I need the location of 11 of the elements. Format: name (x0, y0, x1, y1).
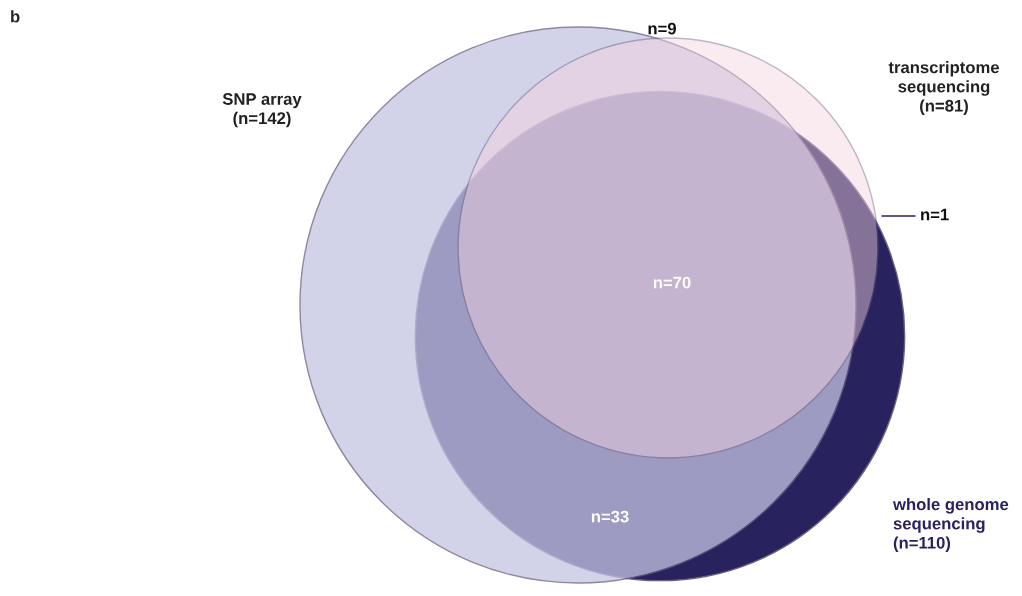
text: n=1 (921, 208, 949, 221)
text: n=9 (648, 22, 676, 35)
data-label: (n=142) (233, 111, 291, 128)
text: n=70 (653, 276, 691, 289)
text: b (11, 10, 20, 23)
category-label: whole genome sequencing (892, 498, 1009, 533)
category-label: transcriptome sequencing (888, 61, 999, 96)
data-label: (n=81) (920, 99, 968, 115)
text: n=33 (591, 510, 629, 523)
data-label: (n=110) (893, 536, 951, 552)
category-label: SNP array (222, 93, 302, 109)
